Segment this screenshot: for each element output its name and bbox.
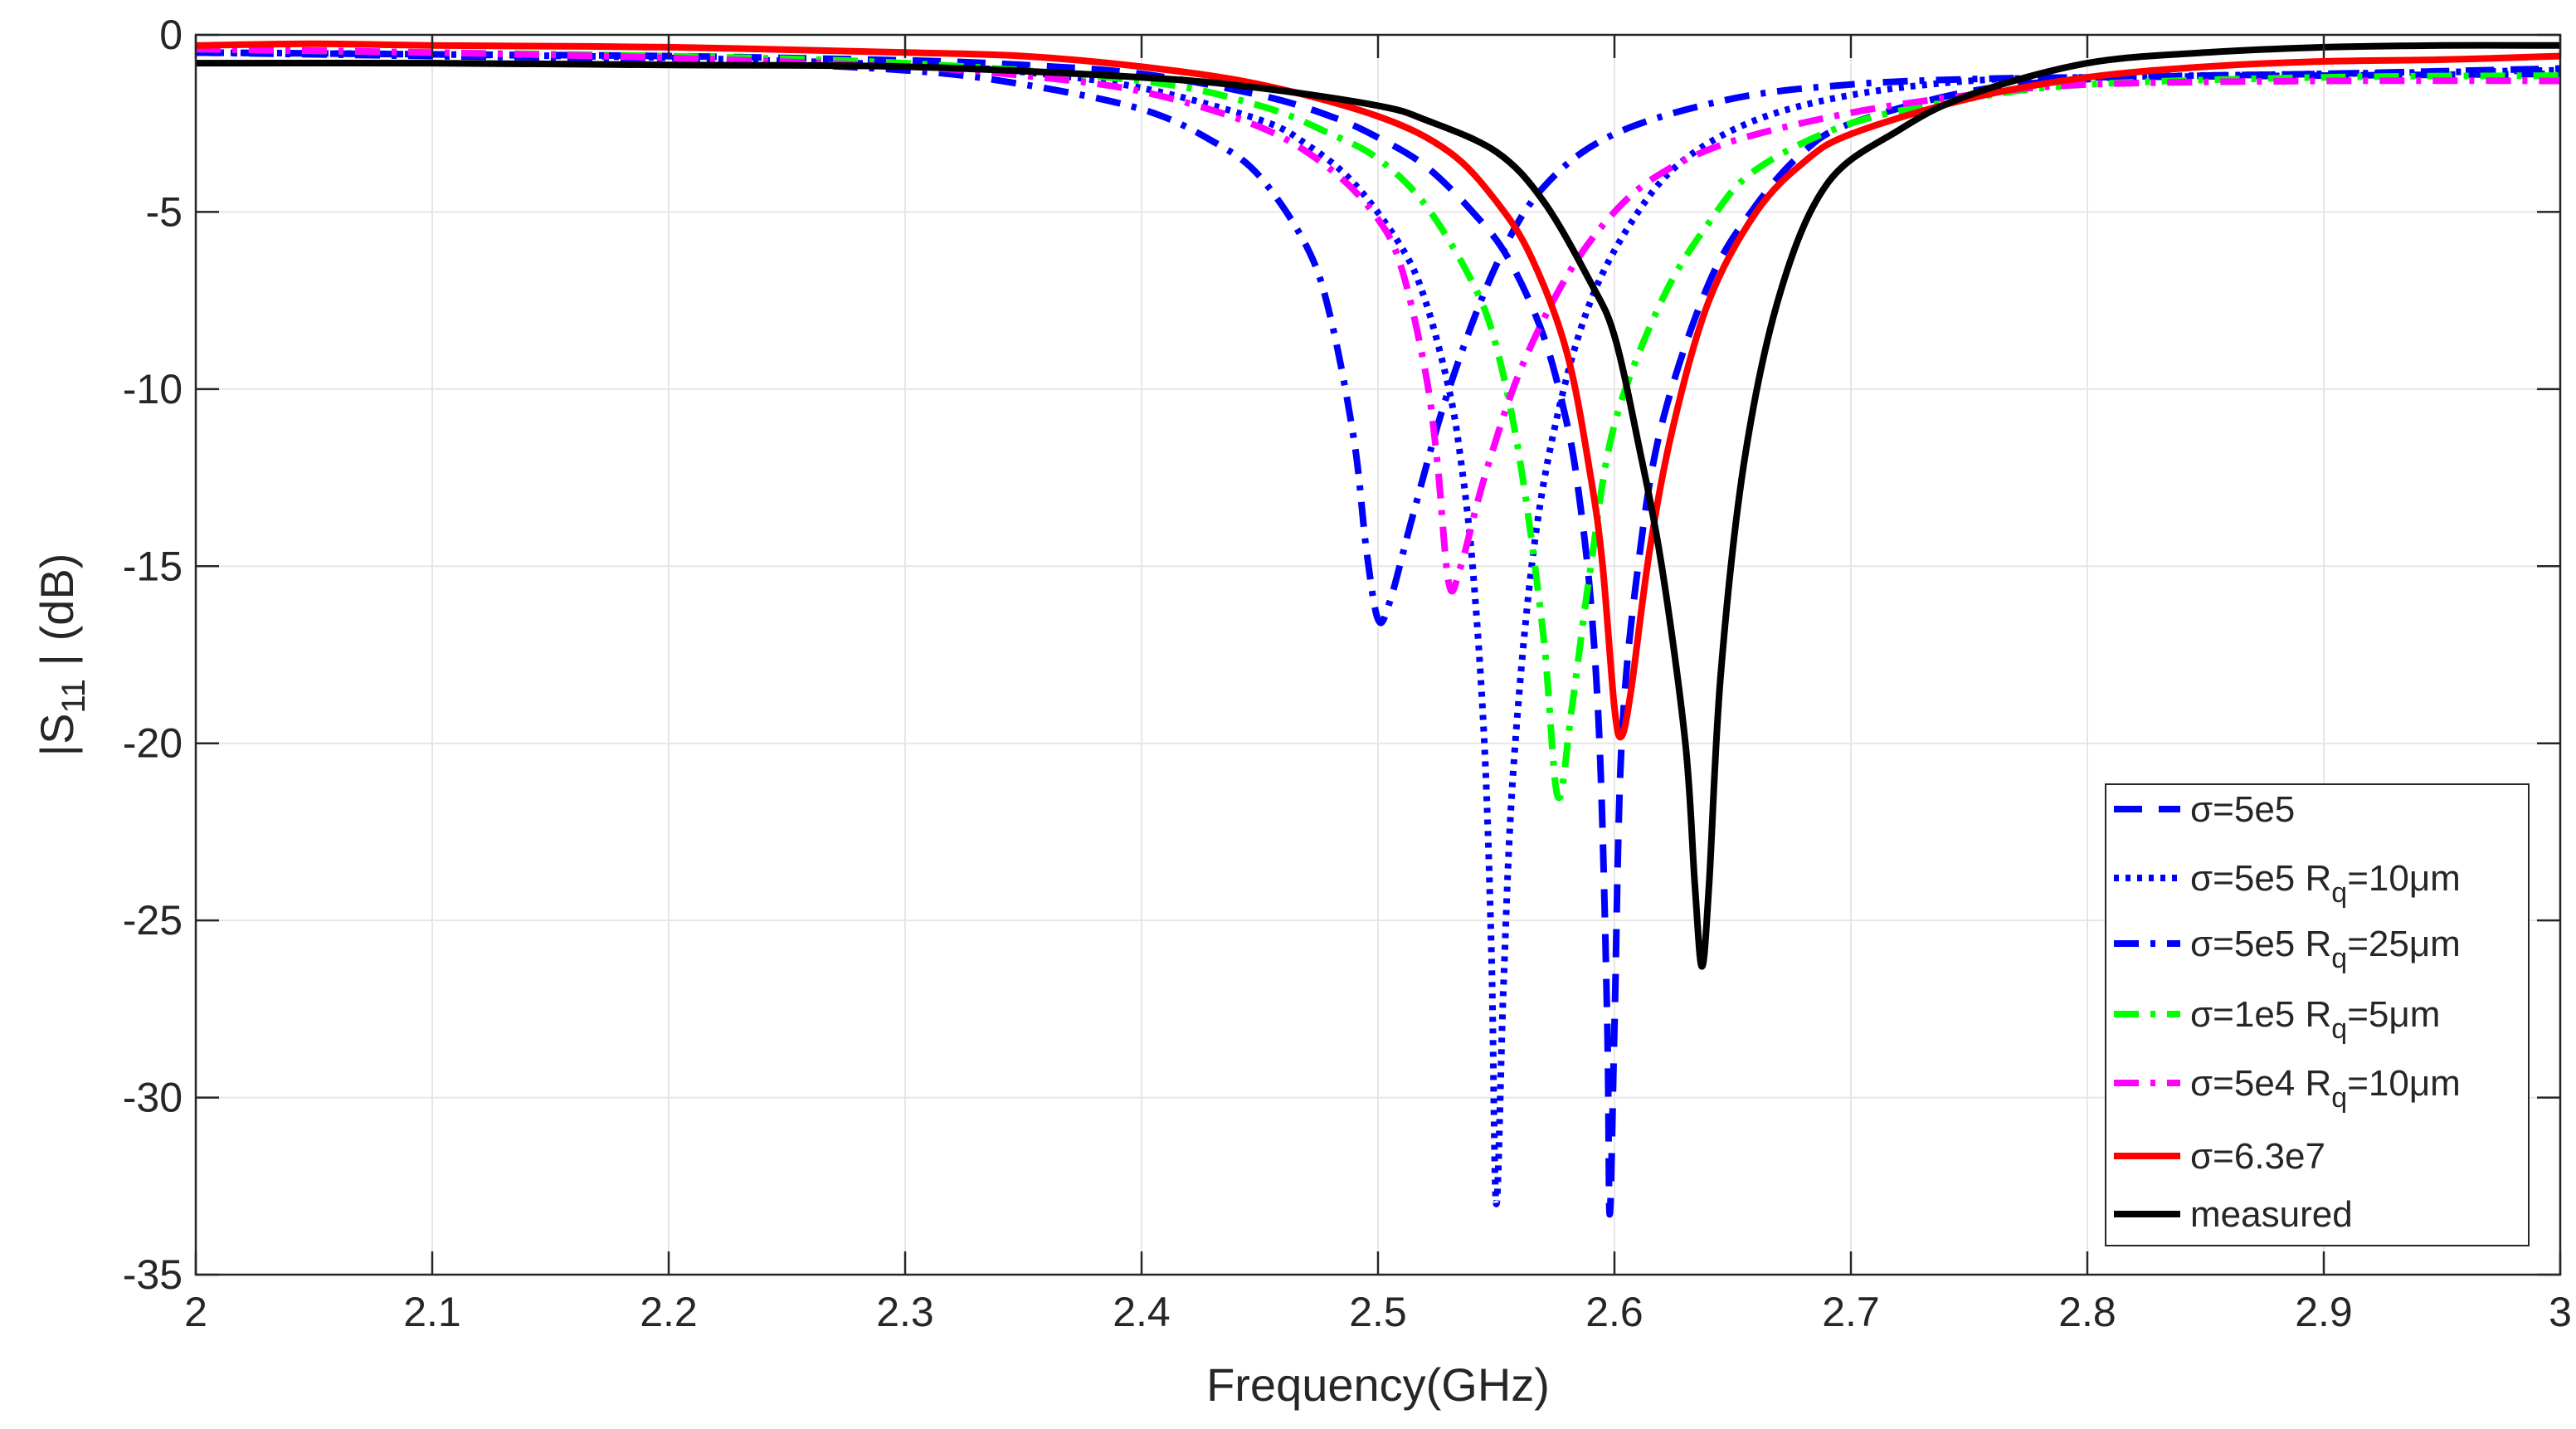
axis-ticks	[194, 33, 2562, 1276]
series-line-7	[196, 41, 2560, 970]
legend-entry-4: σ=1e5 Rq=5μm	[2190, 994, 2440, 1045]
legend-entry-3: σ=5e5 Rq=25μm	[2190, 924, 2461, 974]
y-axis-title-suffix: | (dB)	[31, 554, 83, 679]
x-tick-label: 2.7	[1822, 1289, 1880, 1335]
legend-label-main: σ=5e5 R	[2190, 858, 2331, 899]
x-tick-labels: 2 2.1 2.2 2.3 2.4 2.5 2.6 2.7 2.8 2.9 3	[184, 1289, 2572, 1335]
y-tick-label: -25	[123, 897, 183, 944]
legend-entry-1: σ=5e5	[2190, 789, 2295, 830]
y-tick-label: -5	[146, 188, 183, 235]
y-axis-title-prefix: |S	[31, 714, 83, 757]
legend-label-main: σ=5e4 R	[2190, 1063, 2331, 1104]
y-tick-label: -20	[123, 720, 183, 767]
legend-label-tail: =10μm	[2347, 858, 2461, 899]
legend-box	[2105, 783, 2530, 1246]
legend-label-main: σ=1e5 R	[2190, 994, 2331, 1035]
y-tick-label: 0	[159, 12, 183, 58]
x-tick-label: 2	[184, 1289, 207, 1335]
series-line-3	[196, 49, 2560, 627]
y-tick-label: -30	[123, 1075, 183, 1121]
y-tick-label: -35	[123, 1251, 183, 1298]
legend-label-sub: q	[2331, 877, 2347, 909]
legend-label-main: σ=5e5	[2190, 789, 2295, 830]
legend-label-tail: =10μm	[2347, 1063, 2461, 1104]
series-layer	[196, 40, 2560, 1218]
x-axis-title: Frequency(GHz)	[1206, 1358, 1550, 1411]
x-tick-label: 2.5	[1349, 1289, 1407, 1335]
legend-entry-6: σ=6.3e7	[2190, 1136, 2325, 1177]
legend-label-main: σ=5e5 R	[2190, 924, 2331, 964]
y-tick-label: -10	[123, 366, 183, 412]
x-tick-label: 2.2	[640, 1289, 698, 1335]
y-axis-title: |S11 | (dB)	[31, 554, 92, 757]
legend-label-sub: q	[2331, 1013, 2347, 1045]
x-tick-label: 2.3	[876, 1289, 934, 1335]
legend-entry-5: σ=5e4 Rq=10μm	[2190, 1063, 2461, 1114]
x-tick-label: 3	[2549, 1289, 2572, 1335]
legend-label-tail: =5μm	[2347, 994, 2440, 1035]
x-tick-label: 2.1	[403, 1289, 461, 1335]
y-axis-title-sub: 11	[56, 679, 92, 714]
legend-label-main: σ=6.3e7	[2190, 1136, 2325, 1177]
legend-entry-7: measured	[2190, 1194, 2353, 1235]
series-line-6	[196, 40, 2560, 741]
legend-label-sub: q	[2331, 1082, 2347, 1114]
x-tick-label: 2.8	[2058, 1289, 2116, 1335]
y-tick-labels: 0 -5 -10 -15 -20 -25 -30 -35	[123, 12, 183, 1298]
y-tick-label: -15	[123, 543, 183, 589]
x-tick-label: 2.6	[1585, 1289, 1643, 1335]
x-tick-label: 2.4	[1113, 1289, 1171, 1335]
legend-label-sub: q	[2331, 943, 2347, 974]
legend-entry-2: σ=5e5 Rq=10μm	[2190, 858, 2461, 909]
legend-label-tail: =25μm	[2347, 924, 2461, 964]
x-tick-label: 2.9	[2295, 1289, 2353, 1335]
legend-label-main: measured	[2190, 1194, 2353, 1235]
